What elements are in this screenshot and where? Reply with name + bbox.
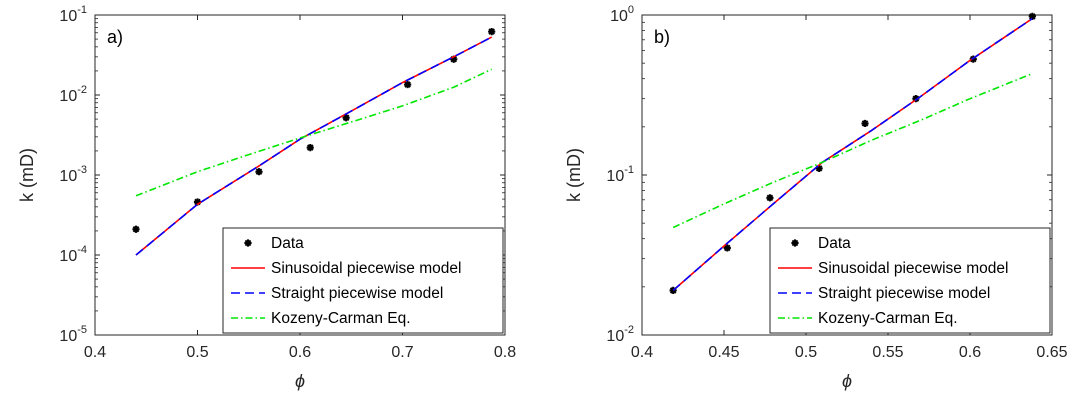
x-axis-label: ϕ [295,371,305,391]
data-point [861,119,869,128]
y-tick-exponent: 0 [628,4,634,16]
y-tick-label: 10-2 [59,84,87,105]
legend-label: Kozeny-Carman Eq. [271,310,411,327]
y-tick-exponent: -5 [77,324,87,336]
y-tick-exponent: -2 [77,84,87,96]
x-tick-label: 0.6 [289,344,311,361]
x-tick-label: 0.65 [1036,344,1067,361]
data-point [342,114,350,122]
y-tick-exponent: -4 [77,244,87,256]
legend: Data Sinusoidal piecewise model Straight p… [222,227,504,334]
x-tick-label: 0.6 [959,344,981,361]
data-point [404,80,412,89]
x-tick-label: 0.55 [872,344,903,361]
legend-label: Kozeny-Carman Eq. [818,310,958,327]
x-tick-label: 0.8 [494,344,516,361]
y-tick-base: 10 [606,168,624,185]
y-tick-label: 10-5 [59,324,87,345]
legend-label: Data [271,235,304,252]
data-point [1028,12,1036,21]
legend-label: Sinusoidal piecewise model [271,260,461,277]
y-tick-base: 10 [59,168,77,185]
y-tick-label: 100 [610,4,634,25]
data-point [193,198,202,206]
data-point [669,286,677,294]
legend-label: Straight piecewise model [818,285,990,302]
y-axis-label: k (mD) [564,148,584,202]
series-line-dashed [135,36,493,256]
data-point [306,144,314,152]
y-tick-exponent: -1 [624,164,634,176]
legend-marker [791,239,799,247]
data-point [255,168,263,176]
legend-label: Straight piecewise model [271,285,443,302]
panel-a: 0.4 0.5 0.6 0.7 0.810-510-410-310-210-1ϕk (m… [17,4,516,391]
data-point [132,225,140,233]
y-tick-base: 10 [610,8,628,25]
y-tick-base: 10 [606,328,624,345]
legend-label: Data [818,235,851,252]
data-point [815,164,823,172]
data-point [450,55,458,63]
legend-marker [244,239,252,247]
panel-label: b) [654,27,670,47]
panel-label: a) [107,27,123,47]
series-line-dashdot [135,68,493,197]
y-tick-label: 10-3 [59,164,87,185]
y-tick-base: 10 [59,328,77,345]
data-point [723,244,731,252]
x-tick-label: 0.4 [84,344,106,361]
legend: Data Sinusoidal piecewise model Straight p… [769,227,1051,334]
y-tick-base: 10 [59,8,77,25]
series-line-dashdot [672,72,1033,229]
series-line-dashed [672,17,1033,292]
y-tick-exponent: -1 [77,4,87,16]
legend-box [222,227,504,334]
y-tick-label: 10-2 [606,324,634,345]
y-tick-base: 10 [59,88,77,105]
x-tick-label: 0.7 [391,344,413,361]
legend-label: Sinusoidal piecewise model [818,260,1008,277]
y-tick-exponent: -3 [77,164,87,176]
y-tick-label: 10-1 [59,4,87,25]
x-tick-label: 0.5 [795,344,817,361]
y-tick-base: 10 [59,248,77,265]
y-tick-exponent: -2 [624,324,634,336]
y-tick-label: 10-1 [606,164,634,185]
legend-box [769,227,1051,334]
data-point [912,95,920,103]
x-tick-label: 0.45 [708,344,739,361]
y-axis-label: k (mD) [17,148,37,202]
x-tick-label: 0.5 [186,344,208,361]
x-axis-label: ϕ [842,371,852,391]
y-tick-label: 10-4 [59,244,87,265]
data-point [488,28,496,36]
data-point [766,194,774,202]
x-tick-label: 0.4 [631,344,653,361]
